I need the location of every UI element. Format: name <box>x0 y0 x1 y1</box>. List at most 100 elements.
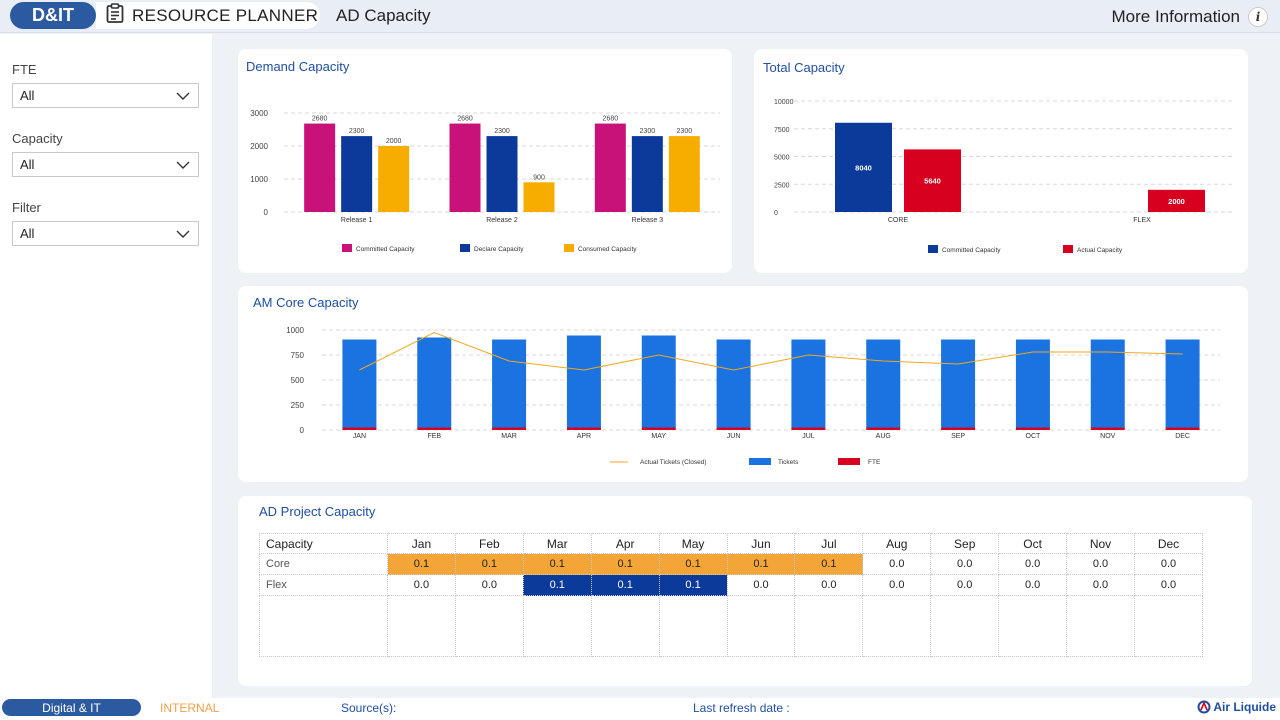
bar-fte <box>342 427 377 430</box>
data-label: 2300 <box>494 128 510 135</box>
air-liquide-logo: Air Liquide <box>1197 700 1276 714</box>
data-label: 2000 <box>1168 197 1185 206</box>
more-information-link[interactable]: More Information i <box>1112 7 1268 27</box>
legend-swatch <box>460 244 470 252</box>
demand-capacity-title: Demand Capacity <box>246 59 350 74</box>
page-footer: Digital & IT INTERNAL Source(s): Last re… <box>0 698 1280 720</box>
am-core-capacity-card: AM Core Capacity 0 250 500 750 1000 JAN FEB MAR… <box>238 286 1248 482</box>
y-tick-label: 7500 <box>774 127 790 134</box>
month-header: Jan <box>387 533 456 554</box>
bar-tickets <box>342 339 377 428</box>
bar <box>835 122 892 212</box>
table-cell: 0.0 <box>387 574 456 596</box>
bar-tickets <box>492 339 527 428</box>
table-row: Flex 0.0 0.0 0.1 0.1 0.1 0.0 0.0 0.0 0.0 0.0 0.0 0.0 <box>259 574 1204 596</box>
legend-label: Consumed Capacity <box>578 246 637 253</box>
x-tick-label: AUG <box>876 433 891 440</box>
data-label: 2000 <box>386 138 402 145</box>
month-header: Sep <box>930 533 1000 554</box>
bar-fte <box>492 427 527 430</box>
table-cell: 0.0 <box>1133 574 1204 596</box>
bar-tickets <box>1090 339 1125 428</box>
x-tick-label: JAN <box>353 433 366 440</box>
table-cell: 0.1 <box>590 553 660 575</box>
legend-swatch <box>928 245 938 253</box>
bar-tickets <box>417 337 452 428</box>
legend-swatch <box>342 244 352 252</box>
table-cell: 0.1 <box>454 553 524 575</box>
bar-tickets <box>566 335 601 428</box>
bar <box>631 136 663 212</box>
month-header: Jun <box>726 533 796 554</box>
classification-label: INTERNAL <box>160 701 220 715</box>
table-cell: 0.1 <box>590 574 660 596</box>
bar-fte <box>566 427 601 430</box>
x-tick-label: DEC <box>1175 433 1190 440</box>
table-cell: 0.0 <box>930 574 1000 596</box>
bar <box>486 136 518 212</box>
bar <box>449 123 481 212</box>
x-tick-label: FEB <box>427 433 441 440</box>
chevron-down-icon <box>176 161 190 169</box>
table-cell: 0.0 <box>794 574 864 596</box>
bar-fte <box>791 427 826 430</box>
bar-tickets <box>716 339 751 428</box>
table-cell: 0.0 <box>726 574 796 596</box>
brand-badge[interactable]: D&IT <box>10 2 96 29</box>
row-label: Flex <box>259 574 388 596</box>
x-tick-label: Release 2 <box>486 217 518 224</box>
month-header: Apr <box>590 533 660 554</box>
clipboard-icon <box>106 3 124 28</box>
month-header: Jul <box>794 533 864 554</box>
y-tick-label: 0 <box>774 210 778 217</box>
table-header-row: Capacity Jan Feb Mar Apr May Jun Jul Aug Sep Oct N… <box>259 533 1204 554</box>
ad-project-capacity-table: Capacity Jan Feb Mar Apr May Jun Jul Aug Sep Oct N… <box>259 533 1204 657</box>
x-tick-label: Release 1 <box>341 217 373 224</box>
table-cell: 0.1 <box>658 574 728 596</box>
capacity-filter-dropdown[interactable]: All <box>12 152 199 177</box>
legend-label: Actual Tickets (Closed) <box>640 459 706 466</box>
top-header: D&IT RESOURCE PLANNER AD Capacity More I… <box>0 0 1280 33</box>
info-icon[interactable]: i <box>1248 7 1268 27</box>
y-tick-label: 2500 <box>774 182 790 189</box>
month-header: Oct <box>998 533 1068 554</box>
table-cell: 0.1 <box>522 574 592 596</box>
legend-swatch <box>564 244 574 252</box>
demand-capacity-card: Demand Capacity 0 1000 2000 3000 2680 2300 200… <box>238 49 732 273</box>
chevron-down-icon <box>176 92 190 100</box>
ad-project-capacity-title: AD Project Capacity <box>259 504 376 519</box>
y-tick-label: 500 <box>291 376 305 385</box>
table-cell: 0.0 <box>1133 553 1204 575</box>
bar-tickets <box>1015 339 1050 428</box>
empty-cell <box>454 595 524 657</box>
page-title: AD Capacity <box>336 6 431 25</box>
x-tick-label: JUL <box>802 433 815 440</box>
bar-fte <box>941 427 976 430</box>
table-header-capacity: Capacity <box>259 533 388 554</box>
legend-label: Committed Capacity <box>356 246 415 253</box>
app-title-pill[interactable]: RESOURCE PLANNER <box>96 2 320 29</box>
row-label: Core <box>259 553 388 575</box>
empty-cell <box>998 595 1068 657</box>
fte-filter-dropdown[interactable]: All <box>12 83 199 108</box>
empty-cell <box>259 595 388 657</box>
table-cell: 0.1 <box>522 553 592 575</box>
data-label: 2300 <box>640 128 656 135</box>
bar-tickets <box>1165 339 1200 428</box>
fte-filter-value: All <box>20 88 35 103</box>
generic-filter-label: Filter <box>12 200 41 215</box>
bar <box>523 182 555 212</box>
generic-filter-dropdown[interactable]: All <box>12 221 199 246</box>
month-header: Aug <box>862 533 932 554</box>
table-cell: 0.0 <box>862 553 932 575</box>
x-tick-label: SEP <box>951 433 965 440</box>
table-cell: 0.1 <box>658 553 728 575</box>
x-tick-label: NOV <box>1100 433 1116 440</box>
data-label: 2680 <box>312 116 328 123</box>
table-cell: 0.0 <box>1066 574 1135 596</box>
month-header: May <box>658 533 728 554</box>
data-label: 900 <box>533 174 545 181</box>
x-tick-label: JUN <box>727 433 741 440</box>
empty-cell <box>794 595 864 657</box>
data-label: 8040 <box>855 163 872 172</box>
